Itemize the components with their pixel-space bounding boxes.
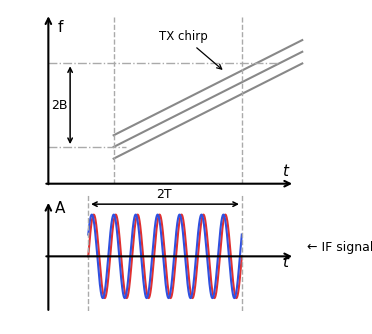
Text: ← IF signal: ← IF signal — [307, 241, 372, 255]
Text: TX chirp: TX chirp — [159, 30, 222, 69]
Text: 2B: 2B — [51, 99, 67, 112]
Text: t: t — [282, 255, 288, 270]
Text: 2T: 2T — [157, 188, 172, 201]
Text: f: f — [58, 20, 63, 35]
Text: t: t — [282, 164, 288, 179]
Text: A: A — [55, 201, 65, 216]
